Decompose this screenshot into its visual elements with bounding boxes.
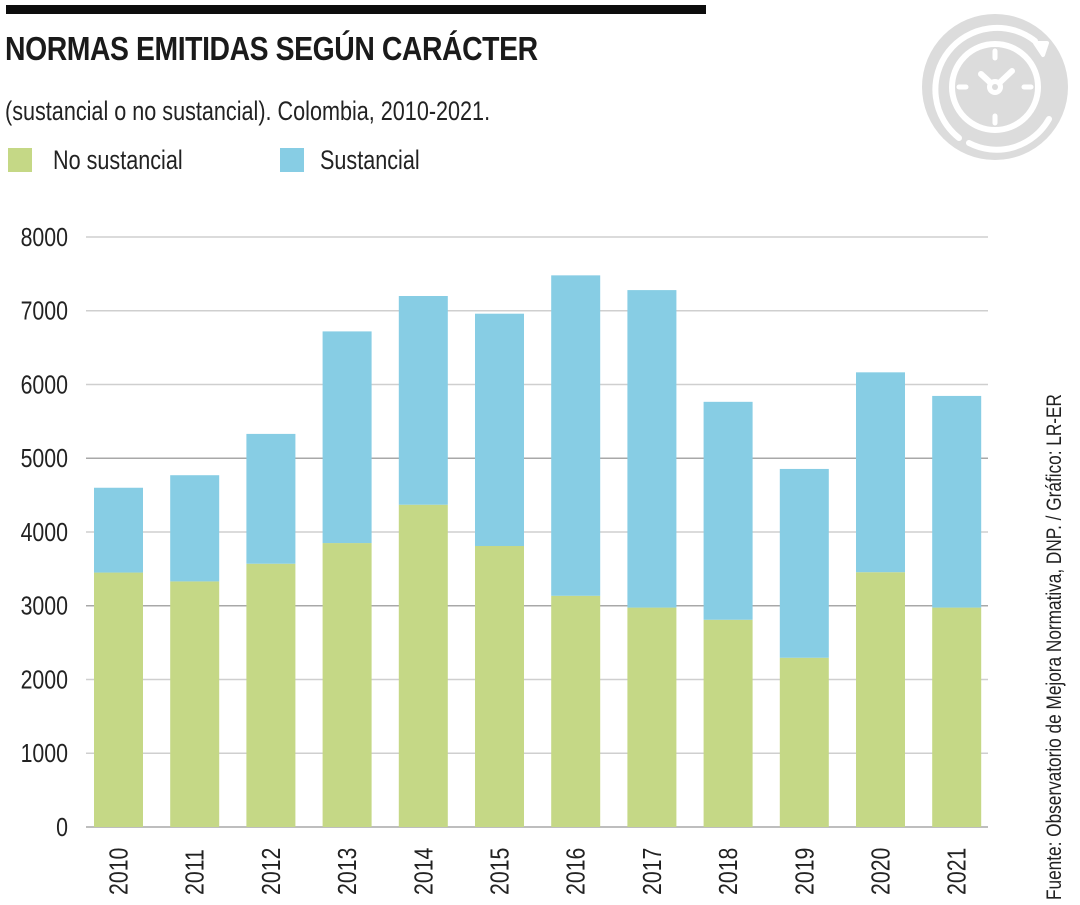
y-tick-label: 2000 [21, 666, 68, 696]
x-tick-label: 2021 [943, 848, 973, 895]
legend-swatch-sustancial [280, 148, 304, 172]
bar-segment-sustancial [551, 275, 601, 596]
x-tick-label: 2016 [562, 848, 592, 895]
legend-swatch-no-sustancial [8, 148, 32, 172]
source-credit: Fuente: Observatorio de Mejora Normativa… [1043, 394, 1066, 900]
bar-segment-sustancial [246, 433, 296, 564]
bar-segment-no-sustancial [703, 619, 753, 827]
legend-label-sustancial: Sustancial [320, 144, 420, 175]
y-tick-label: 3000 [21, 592, 68, 622]
x-tick-label: 2013 [333, 848, 363, 895]
y-tick-label: 1000 [21, 739, 68, 769]
y-tick-label: 8000 [21, 223, 68, 253]
y-tick-label: 6000 [21, 371, 68, 401]
top-rule [6, 5, 706, 14]
x-tick-label: 2011 [181, 849, 211, 895]
x-tick-label: 2014 [409, 848, 439, 895]
bar-segment-sustancial [932, 395, 982, 608]
bar-segment-no-sustancial [170, 581, 220, 827]
bar-segment-no-sustancial [779, 657, 829, 827]
bar-segment-sustancial [475, 313, 524, 547]
bars [94, 275, 982, 827]
bar-segment-sustancial [398, 296, 448, 505]
chart-title: NORMAS EMITIDAS SEGÚN CARÁCTER [5, 30, 538, 67]
bar-segment-no-sustancial [856, 572, 905, 827]
chart-subtitle: (sustancial o no sustancial). Colombia, … [5, 96, 491, 126]
y-axis-ticks: 0 1000 2000 3000 4000 5000 6000 7000 8000 [21, 223, 68, 843]
x-tick-label: 2020 [867, 848, 897, 895]
bar-segment-sustancial [703, 401, 753, 620]
bar-segment-no-sustancial [932, 607, 982, 827]
bar-segment-sustancial [322, 331, 372, 544]
bar-segment-no-sustancial [475, 546, 524, 827]
clock-refresh-icon [922, 14, 1068, 160]
x-tick-label: 2019 [790, 848, 820, 895]
bar-segment-sustancial [779, 468, 829, 658]
bar-segment-sustancial [170, 475, 220, 582]
bar-segment-no-sustancial [246, 563, 296, 827]
legend-label-no-sustancial: No sustancial [53, 144, 183, 175]
x-tick-label: 2012 [257, 848, 287, 895]
bar-segment-no-sustancial [94, 572, 143, 827]
legend-item-sustancial: Sustancial [280, 145, 445, 175]
bar-segment-no-sustancial [551, 595, 601, 827]
x-tick-label: 2010 [105, 848, 135, 895]
gridlines [86, 236, 988, 828]
y-tick-label: 0 [56, 813, 68, 843]
bar-segment-no-sustancial [322, 543, 372, 827]
legend-item-no-sustancial: No sustancial [8, 145, 215, 175]
y-tick-label: 7000 [21, 297, 68, 327]
y-tick-label: 5000 [21, 444, 68, 474]
bar-segment-sustancial [94, 487, 143, 573]
x-tick-label: 2015 [486, 848, 516, 895]
bar-segment-sustancial [856, 372, 905, 573]
x-tick-label: 2018 [714, 848, 744, 895]
x-axis-ticks: 2010 2011 2012 2013 2014 2015 2016 2017 2018 2019… [105, 848, 973, 895]
x-tick-label: 2017 [638, 848, 668, 895]
bar-segment-no-sustancial [627, 607, 677, 827]
y-tick-label: 4000 [21, 518, 68, 548]
bar-segment-sustancial [627, 290, 677, 608]
bar-segment-no-sustancial [398, 504, 448, 827]
